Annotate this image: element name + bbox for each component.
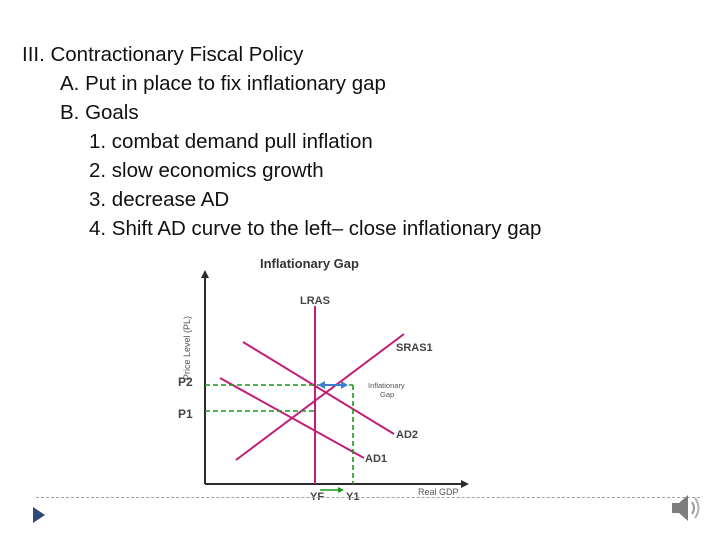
gap-label-line1: Inflationary	[368, 381, 405, 390]
ad2-label: AD2	[396, 429, 418, 441]
gap-label-line2: Gap	[380, 390, 394, 399]
ad2-curve	[242, 341, 395, 435]
outline-subitem-3: 3. decrease AD	[89, 188, 230, 211]
y-axis-label: Price Level (PL)	[182, 316, 192, 380]
p1-label: P1	[178, 407, 193, 421]
gap-arrowhead-right	[341, 381, 348, 389]
sras-curve	[235, 333, 405, 461]
outline-subitem-4: 4. Shift AD curve to the left– close inf…	[89, 217, 542, 240]
ad1-curve	[219, 377, 365, 459]
outline-heading: III. Contractionary Fiscal Policy	[22, 43, 304, 66]
lras-label: LRAS	[300, 295, 330, 307]
slide-outline: III. Contractionary Fiscal Policy A. Put…	[22, 40, 541, 243]
y-axis-arrowhead	[201, 270, 209, 278]
inflationary-gap-figure: Inflationary Gap Price Level (PL) Real G…	[168, 248, 478, 510]
outline-subitem-2: 2. slow economics growth	[89, 159, 324, 182]
outline-subitem-1: 1. combat demand pull inflation	[89, 130, 373, 153]
outline-item-b: B. Goals	[60, 101, 139, 124]
output-shift-arrowhead	[338, 487, 344, 493]
play-next-icon[interactable]	[33, 507, 45, 523]
ad1-label: AD1	[365, 453, 387, 465]
inflationary-gap-diagram: Inflationary Gap Price Level (PL) Real G…	[178, 256, 469, 503]
sras-label: SRAS1	[396, 342, 433, 354]
outline-item-a: A. Put in place to fix inflationary gap	[60, 72, 386, 95]
p2-label: P2	[178, 375, 193, 389]
x-axis-arrowhead	[461, 480, 469, 488]
speaker-icon[interactable]	[666, 488, 706, 533]
figure-title: Inflationary Gap	[260, 256, 359, 271]
gap-arrowhead-left	[318, 381, 325, 389]
slide-footer-divider	[36, 497, 700, 498]
x-axis-label: Real GDP	[418, 487, 459, 497]
